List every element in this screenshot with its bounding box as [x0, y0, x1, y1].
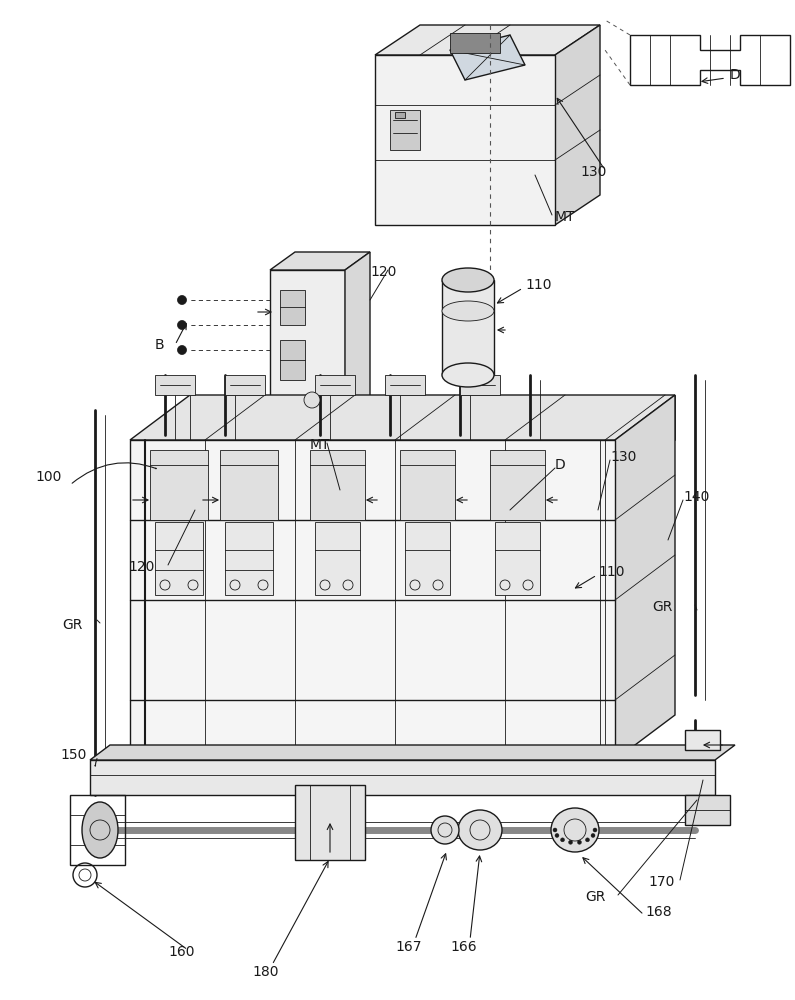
Circle shape: [431, 816, 459, 844]
Circle shape: [177, 296, 187, 304]
Text: MT: MT: [555, 210, 576, 224]
Circle shape: [577, 840, 581, 844]
Text: 130: 130: [580, 165, 607, 179]
Ellipse shape: [442, 268, 494, 292]
Polygon shape: [270, 270, 345, 415]
Circle shape: [568, 840, 572, 844]
Polygon shape: [405, 522, 450, 595]
Polygon shape: [395, 112, 405, 118]
Polygon shape: [400, 450, 455, 520]
Polygon shape: [150, 450, 208, 520]
Text: 168: 168: [645, 905, 672, 919]
FancyArrowPatch shape: [95, 759, 97, 766]
Polygon shape: [685, 730, 720, 750]
Text: GR: GR: [652, 600, 673, 614]
Text: 100: 100: [35, 470, 61, 484]
Polygon shape: [155, 375, 195, 395]
Polygon shape: [220, 450, 278, 520]
Text: 130: 130: [610, 450, 636, 464]
Ellipse shape: [551, 808, 599, 852]
Text: 140: 140: [683, 490, 709, 504]
Text: GR: GR: [585, 890, 605, 904]
Circle shape: [591, 833, 595, 837]
Polygon shape: [295, 785, 365, 860]
Circle shape: [555, 833, 559, 837]
Text: 150: 150: [60, 748, 87, 762]
Polygon shape: [495, 522, 540, 595]
Polygon shape: [90, 745, 735, 760]
Polygon shape: [555, 25, 600, 225]
Polygon shape: [615, 395, 675, 760]
Circle shape: [177, 346, 187, 355]
Text: 110: 110: [525, 278, 552, 292]
Polygon shape: [460, 375, 500, 395]
Text: GR: GR: [62, 618, 83, 632]
Polygon shape: [315, 375, 355, 395]
Polygon shape: [310, 450, 365, 520]
Text: B: B: [155, 338, 165, 352]
Text: D: D: [555, 458, 566, 472]
Text: D: D: [730, 68, 741, 82]
Polygon shape: [442, 280, 494, 375]
Text: 170: 170: [648, 875, 674, 889]
Text: 180: 180: [252, 965, 278, 979]
Circle shape: [560, 838, 564, 842]
Text: 110: 110: [598, 565, 625, 579]
Polygon shape: [225, 522, 273, 595]
Polygon shape: [280, 290, 305, 325]
Text: 167: 167: [395, 940, 421, 954]
Polygon shape: [280, 340, 305, 380]
Text: 120: 120: [370, 265, 397, 279]
Polygon shape: [130, 440, 615, 760]
Circle shape: [593, 828, 597, 832]
Text: MT: MT: [310, 438, 331, 452]
Polygon shape: [225, 375, 265, 395]
Circle shape: [585, 838, 589, 842]
Text: 166: 166: [450, 940, 477, 954]
Circle shape: [177, 320, 187, 330]
Polygon shape: [130, 395, 675, 440]
Polygon shape: [90, 760, 715, 795]
Polygon shape: [685, 795, 730, 825]
Polygon shape: [450, 35, 525, 80]
Polygon shape: [345, 252, 370, 415]
Polygon shape: [450, 33, 500, 53]
Circle shape: [304, 392, 320, 408]
Polygon shape: [375, 25, 600, 55]
Ellipse shape: [442, 363, 494, 387]
Polygon shape: [270, 252, 370, 270]
Polygon shape: [385, 375, 425, 395]
Polygon shape: [315, 522, 360, 595]
FancyArrowPatch shape: [72, 463, 157, 483]
Polygon shape: [375, 55, 555, 225]
Ellipse shape: [442, 301, 494, 321]
Text: 120: 120: [128, 560, 154, 574]
Text: 160: 160: [168, 945, 195, 959]
Polygon shape: [390, 110, 420, 150]
Polygon shape: [490, 450, 545, 520]
Circle shape: [553, 828, 557, 832]
Ellipse shape: [458, 810, 502, 850]
Polygon shape: [155, 522, 203, 595]
Polygon shape: [454, 420, 482, 445]
Ellipse shape: [82, 802, 118, 858]
